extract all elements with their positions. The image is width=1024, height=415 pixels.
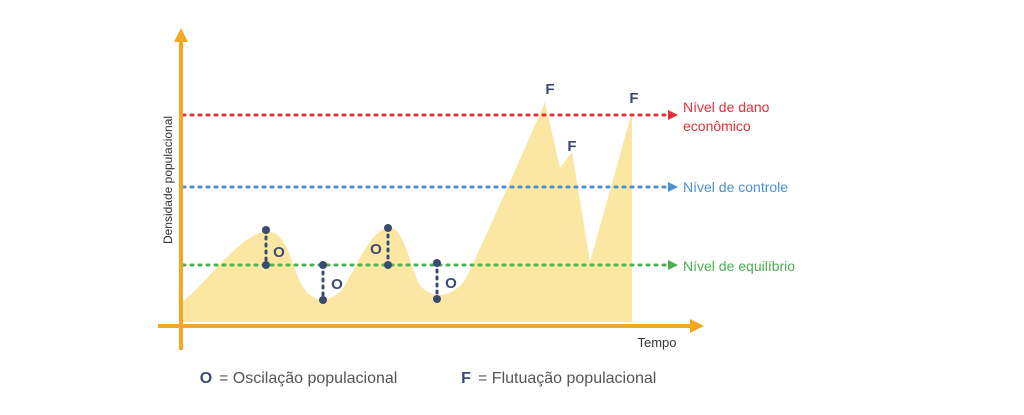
- level-label-controle: Nível de controle: [683, 179, 788, 195]
- oscillation-marker: O: [433, 259, 457, 303]
- fluctuation-symbol: F: [629, 90, 638, 107]
- level-arrow-controle: [668, 182, 678, 192]
- legend: O = Oscilação populacional F = Flutuação…: [200, 370, 657, 387]
- population-area: [182, 102, 632, 322]
- oscillation-marker: O: [262, 226, 285, 269]
- level-arrow-dano: [668, 110, 678, 120]
- x-axis-arrow: [690, 319, 704, 333]
- level-arrow-equilibrio: [668, 260, 678, 270]
- oscillation-marker: O: [370, 224, 392, 269]
- legend-o-text: = Oscilação populacional: [219, 370, 397, 387]
- y-axis-arrow: [174, 28, 188, 42]
- oscillation-symbol: O: [445, 275, 457, 292]
- oscillation-symbol: O: [331, 276, 343, 293]
- x-axis-label: Tempo: [637, 335, 676, 350]
- legend-f-symbol: F: [461, 370, 471, 387]
- y-axis-label: Densidade populacional: [161, 116, 175, 244]
- level-label-dano: Nível de dano econômico: [683, 99, 773, 134]
- oscillation-symbol: O: [370, 241, 382, 258]
- oscillation-marker: O: [319, 261, 343, 304]
- level-label-equilibrio: Nível de equilíbrio: [683, 258, 795, 274]
- fluctuation-symbol: F: [567, 138, 576, 155]
- oscillation-symbol: O: [273, 244, 285, 261]
- fluctuation-symbol: F: [545, 81, 554, 98]
- legend-f-text: = Flutuação populacional: [478, 370, 656, 387]
- legend-o-symbol: O: [200, 370, 212, 387]
